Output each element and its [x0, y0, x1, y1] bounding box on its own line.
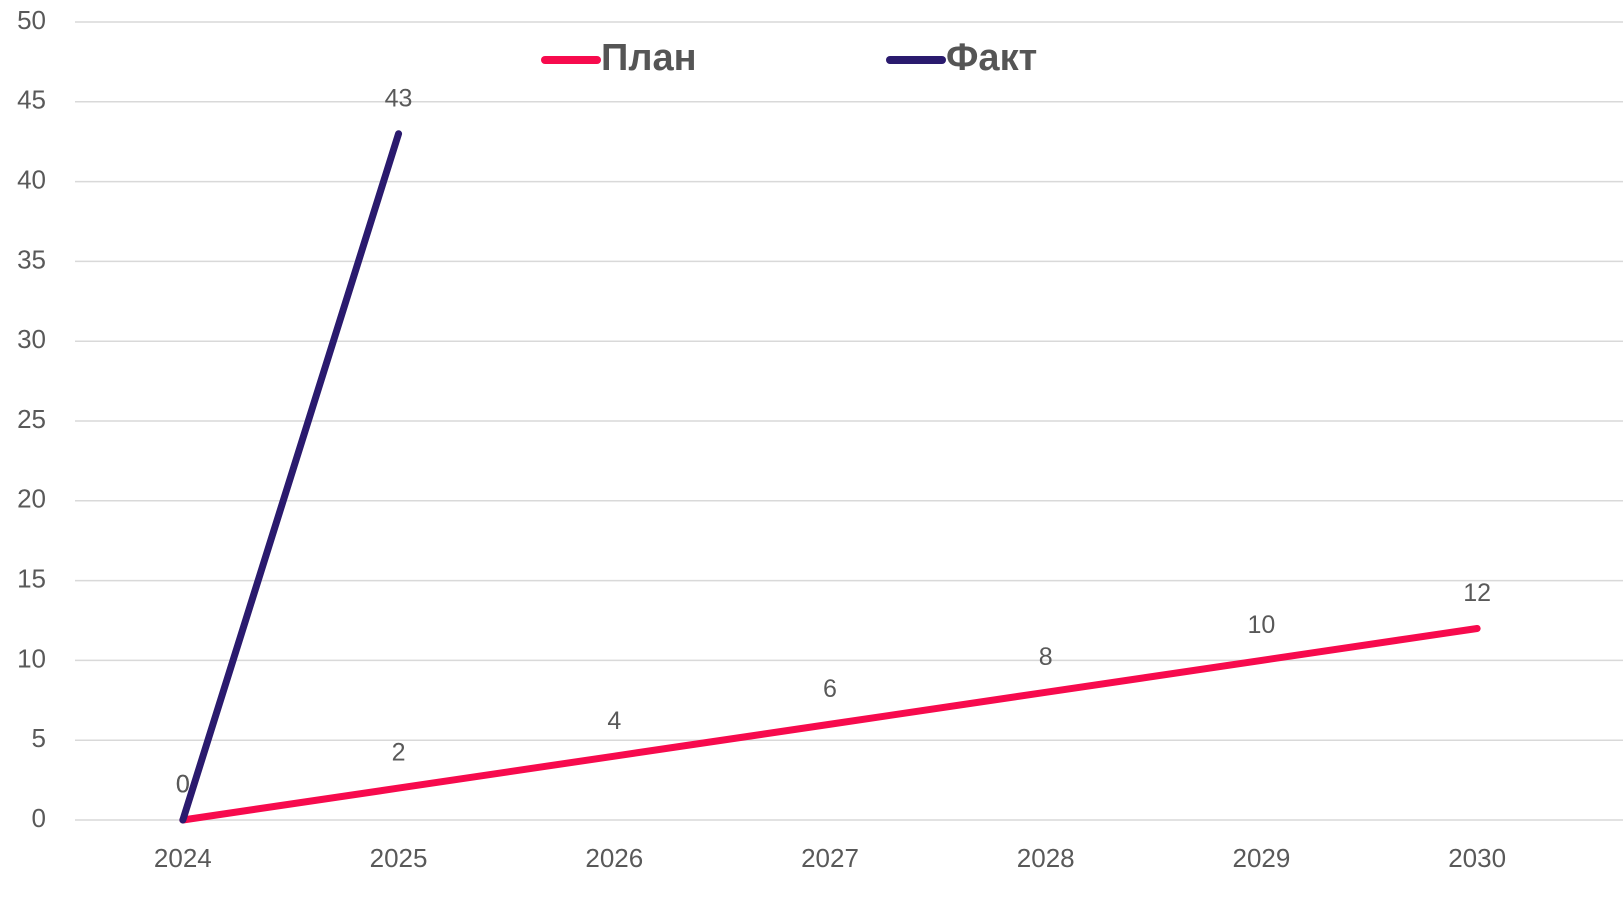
data-label: 0	[176, 771, 190, 799]
x-tick-label: 2029	[1233, 843, 1291, 873]
data-label: 43	[385, 84, 413, 112]
y-tick-label: 30	[17, 324, 46, 354]
y-tick-label: 35	[17, 244, 46, 274]
y-tick-label: 40	[17, 164, 46, 194]
data-label: 4	[607, 707, 621, 735]
legend-label: Факт	[946, 37, 1037, 79]
series-line	[179, 624, 1481, 824]
data-label: 0	[176, 771, 190, 799]
x-tick-label: 2028	[1017, 843, 1075, 873]
y-tick-label: 15	[17, 563, 46, 593]
y-tick-label: 5	[32, 723, 46, 753]
x-tick-label: 2024	[154, 843, 212, 873]
data-label: 8	[1039, 643, 1053, 671]
y-tick-label: 25	[17, 404, 46, 434]
data-label: 2	[392, 739, 406, 767]
x-tick-label: 2030	[1448, 843, 1506, 873]
y-tick-label: 10	[17, 643, 46, 673]
y-tick-label: 0	[32, 803, 46, 833]
y-tick-label: 20	[17, 484, 46, 514]
data-label: 12	[1463, 579, 1491, 607]
y-tick-label: 45	[17, 85, 46, 115]
x-tick-label: 2025	[370, 843, 428, 873]
data-label: 6	[823, 675, 837, 703]
x-tick-label: 2027	[801, 843, 859, 873]
data-label: 10	[1248, 611, 1276, 639]
y-tick-label: 50	[17, 5, 46, 35]
legend-label: План	[601, 37, 697, 79]
x-tick-label: 2026	[585, 843, 643, 873]
series-line	[179, 130, 403, 824]
